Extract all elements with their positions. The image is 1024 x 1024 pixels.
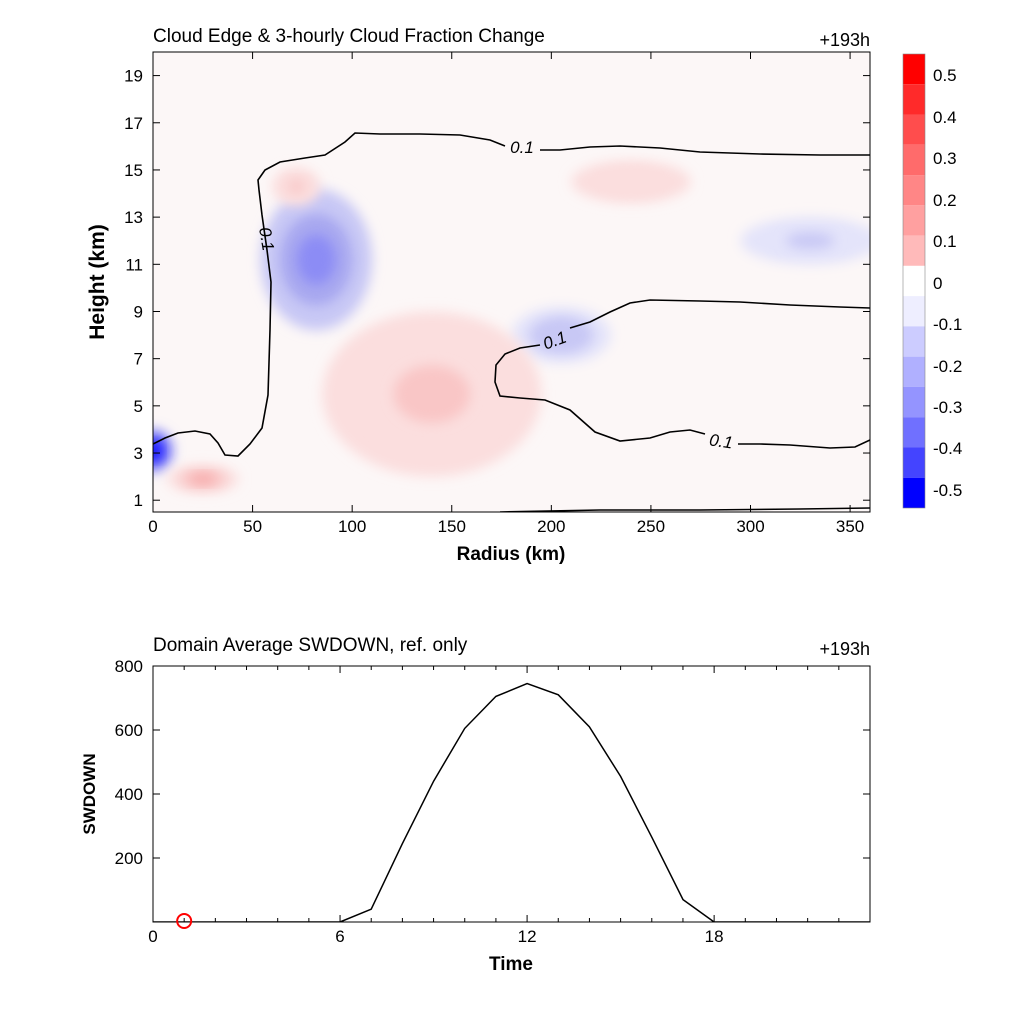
- heatmap-x-label: Radius (km): [457, 544, 566, 565]
- y-tick-label: 5: [134, 397, 143, 416]
- colorbar-label: 0.1: [933, 232, 957, 251]
- colorbar: 0.5 0.4 0.3 0.2 0.1 0 -0.1 -0.2 -0.3 -0.4 -0.5: [902, 53, 962, 509]
- heatmap-title: Cloud Edge & 3-hourly Cloud Fraction Cha…: [153, 26, 545, 47]
- colorbar-swatch: [903, 326, 925, 357]
- x-tick-label: 12: [518, 927, 537, 946]
- x-tick-label: 6: [335, 927, 344, 946]
- colorbar-swatch: [903, 144, 925, 176]
- y-tick-label: 11: [125, 255, 143, 274]
- y-tick-label: 9: [134, 302, 143, 321]
- y-tick-label: 1: [134, 491, 143, 510]
- colorbar-swatch: [903, 265, 925, 297]
- contour-line-inner: [494, 299, 870, 449]
- x-tick-label: 200: [537, 517, 565, 536]
- colorbar-swatch: [903, 54, 925, 85]
- contour-label: 0.1: [708, 430, 734, 452]
- heatmap-y-label: Height (km): [86, 224, 109, 340]
- colorbar-swatch: [903, 356, 925, 387]
- swdown-panel: Domain Average SWDOWN, ref. only +193h 0…: [80, 635, 871, 975]
- heatmap-frame: [152, 51, 871, 513]
- colorbar-label: 0: [933, 274, 942, 293]
- y-tick-label: 17: [124, 114, 143, 133]
- colorbar-label: -0.5: [933, 481, 962, 500]
- x-tick-label: 250: [637, 517, 665, 536]
- y-tick-label: 200: [115, 849, 143, 868]
- colorbar-frame: [902, 53, 926, 509]
- blue-region-core: [543, 325, 579, 345]
- x-tick-label: 300: [736, 517, 764, 536]
- colorbar-swatch: [903, 477, 925, 508]
- y-tick-label: 15: [124, 161, 143, 180]
- red-region-core: [288, 179, 305, 194]
- line-frame: [152, 665, 871, 923]
- y-tick-label: 7: [134, 350, 143, 369]
- colorbar-label: -0.2: [933, 357, 962, 376]
- y-tick-label: 19: [124, 67, 143, 86]
- line-time-label: +193h: [819, 639, 870, 659]
- line-y-label: SWDOWN: [80, 753, 99, 834]
- swdown-line: [153, 682, 870, 922]
- colorbar-swatch: [903, 205, 925, 236]
- x-tick-label: 100: [338, 517, 366, 536]
- y-tick-label: 600: [115, 721, 143, 740]
- colorbar-label: 0.5: [933, 66, 957, 85]
- cloud-fraction-panel: Cloud Edge & 3-hourly Cloud Fraction Cha…: [86, 26, 962, 565]
- x-tick-label: 50: [243, 517, 262, 536]
- line-y-ticks: 200 400 600 800: [115, 657, 870, 868]
- x-tick-label: 350: [836, 517, 864, 536]
- line-plot-area: [153, 682, 870, 922]
- colorbar-swatch: [903, 447, 925, 478]
- colorbar-swatch: [903, 296, 925, 327]
- current-time-marker: [176, 913, 193, 929]
- line-x-ticks: 0 6 12 18: [148, 666, 871, 946]
- y-tick-label: 3: [134, 444, 143, 463]
- x-tick-label: 18: [705, 927, 724, 946]
- red-region-core: [393, 365, 471, 423]
- line-title: Domain Average SWDOWN, ref. only: [153, 635, 468, 656]
- line-x-label: Time: [489, 954, 533, 975]
- blue-region-core: [296, 234, 336, 285]
- heatmap-fields: [153, 160, 870, 494]
- red-region-core: [610, 174, 652, 190]
- colorbar-label: 0.4: [933, 108, 957, 127]
- colorbar-swatch: [903, 417, 925, 448]
- colorbar-swatch: [903, 114, 925, 145]
- colorbar-label: 0.3: [933, 149, 957, 168]
- contour-label: 0.1: [255, 226, 278, 253]
- colorbar-swatch: [903, 235, 925, 266]
- x-tick-label: 0: [148, 927, 157, 946]
- heatmap-x-ticks: 0 50 100 150 200 250 300 350: [148, 52, 864, 536]
- contour-label: 0.1: [510, 138, 534, 157]
- x-tick-label: 0: [148, 517, 157, 536]
- y-tick-label: 13: [124, 208, 143, 227]
- colorbar-label: -0.1: [933, 315, 962, 334]
- blue-region-core: [153, 443, 160, 459]
- y-tick-label: 400: [115, 785, 143, 804]
- colorbar-label: -0.4: [933, 439, 962, 458]
- contour-line-bottom: [499, 507, 870, 512]
- colorbar-swatch: [903, 386, 925, 418]
- y-tick-label: 800: [115, 657, 143, 676]
- colorbar-swatch: [903, 84, 925, 115]
- blue-region-core: [785, 232, 835, 249]
- contour-line-outer: [153, 132, 870, 457]
- contour-lines: [153, 132, 870, 512]
- x-tick-label: 150: [438, 517, 466, 536]
- colorbar-label: 0.2: [933, 191, 957, 210]
- red-region-core: [190, 474, 216, 484]
- heatmap-time-label: +193h: [819, 30, 870, 50]
- colorbar-label: -0.3: [933, 398, 962, 417]
- colorbar-swatch: [903, 175, 925, 206]
